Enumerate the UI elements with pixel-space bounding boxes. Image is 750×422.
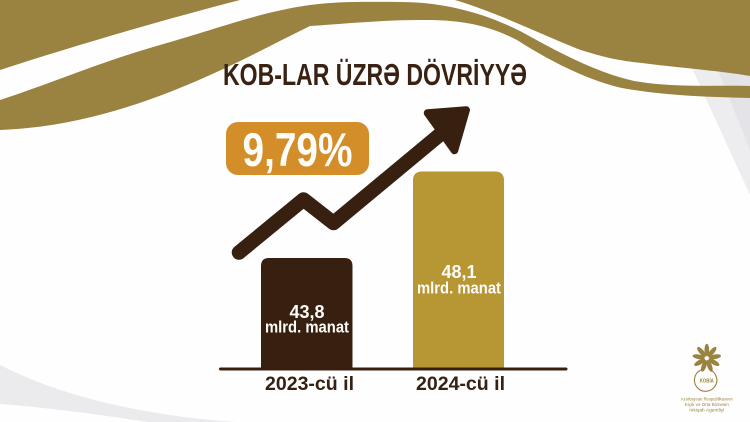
svg-text:İnkişafı Agentliyi: İnkişafı Agentliyi [689, 407, 724, 413]
svg-text:2023-cü il: 2023-cü il [265, 374, 354, 395]
svg-text:KOBİA: KOBİA [700, 377, 714, 384]
svg-text:KOB-LAR ÜZRƏ DÖVRİYYƏ: KOB-LAR ÜZRƏ DÖVRİYYƏ [223, 57, 527, 92]
svg-text:mlrd. manat: mlrd. manat [265, 318, 349, 337]
svg-text:9,79%: 9,79% [243, 123, 353, 176]
svg-text:Kiçik və Orta Biznesin: Kiçik və Orta Biznesin [685, 402, 729, 407]
svg-text:43,8: 43,8 [289, 302, 324, 322]
svg-text:mlrd. manat: mlrd. manat [417, 279, 501, 298]
svg-text:Azərbaycan Respublikasının: Azərbaycan Respublikasının [681, 397, 733, 402]
svg-text:48,1: 48,1 [441, 262, 476, 282]
svg-text:2024-cü il: 2024-cü il [416, 374, 505, 395]
